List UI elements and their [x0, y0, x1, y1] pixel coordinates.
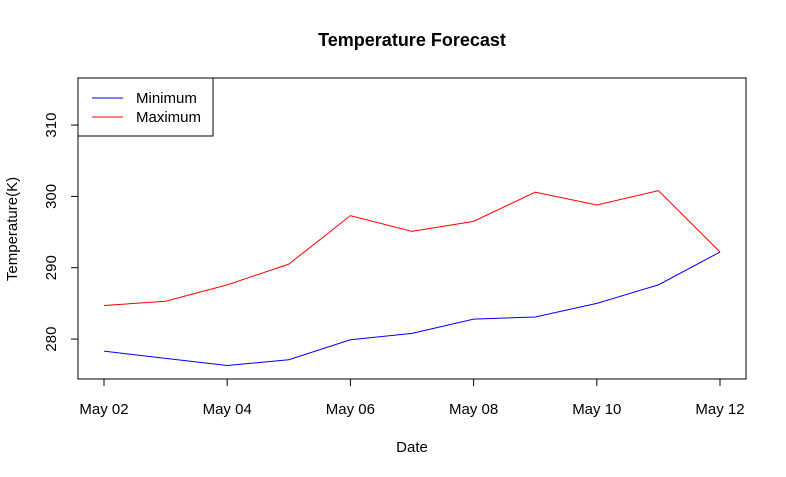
legend: Minimum Maximum: [77, 77, 214, 137]
legend-label-maximum: Maximum: [136, 109, 201, 126]
series-line-maximum: [103, 190, 721, 307]
y-tick-label: 310: [43, 113, 60, 138]
x-axis: May 02 May 04 May 06 May 08 May 10 May 12: [79, 378, 745, 418]
x-tick-label: May 04: [203, 401, 252, 418]
x-tick-label: May 06: [326, 401, 375, 418]
x-axis-label: Date: [396, 439, 428, 456]
legend-box: [77, 77, 214, 137]
y-tick-label: 280: [43, 327, 60, 352]
series-layer: [103, 190, 721, 366]
y-tick-label: 300: [43, 184, 60, 209]
x-tick-label: May 12: [695, 401, 744, 418]
chart-title: Temperature Forecast: [318, 30, 506, 50]
x-tick-label: May 10: [572, 401, 621, 418]
y-tick-label: 290: [43, 255, 60, 280]
x-tick-label: May 02: [79, 401, 128, 418]
y-axis: 280 290 300 310: [43, 113, 79, 352]
series-line-minimum: [103, 251, 721, 366]
legend-label-minimum: Minimum: [136, 90, 197, 107]
x-tick-label: May 08: [449, 401, 498, 418]
y-axis-label: Temperature(K): [4, 177, 21, 281]
